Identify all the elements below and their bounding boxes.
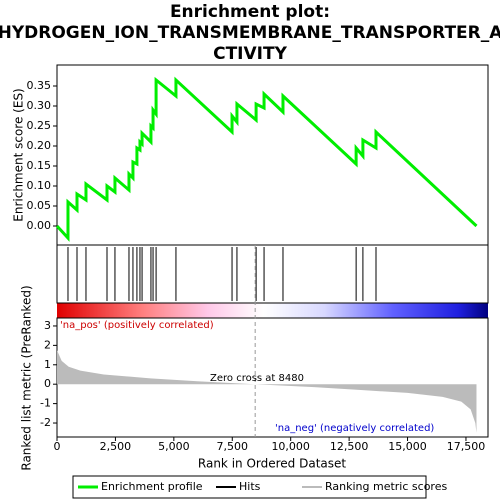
y-tick-label: 0.35: [27, 79, 52, 92]
legend-label: Enrichment profile: [101, 480, 203, 493]
x-tick-label: 2,500: [100, 440, 132, 453]
y-tick-label: 0: [44, 377, 51, 390]
y-tick-label: 0.20: [27, 139, 52, 152]
chart-title: HYDROGEN_ION_TRANSMEMBRANE_TRANSPORTER_A: [0, 23, 500, 43]
enrichment-line: [55, 76, 478, 242]
x-tick-label: 17,500: [447, 440, 486, 453]
x-tick-label: 15,000: [388, 440, 427, 453]
y-tick-label: 2: [44, 338, 51, 351]
x-tick-label: 5,000: [158, 440, 190, 453]
x-tick-label: 0: [54, 440, 61, 453]
x-axis-label: Rank in Ordered Dataset: [198, 457, 346, 471]
y-tick-label: 0.15: [27, 159, 52, 172]
color-bar: [57, 303, 488, 318]
y-axis-label: Enrichment score (ES): [12, 88, 26, 221]
x-tick-label: 10,000: [271, 440, 310, 453]
legend-label: Ranking metric scores: [325, 480, 447, 493]
y-tick-label: 0.05: [27, 199, 52, 212]
x-tick-label: 12,500: [330, 440, 369, 453]
y-tick-label: 0.00: [27, 219, 52, 232]
x-tick-label: 7,500: [217, 440, 249, 453]
es-frame: [56, 64, 489, 246]
y-axis-label: Ranked list metric (PreRanked): [20, 285, 34, 470]
chart-title: Enrichment plot:: [170, 2, 330, 22]
y-tick-label: 3: [44, 319, 51, 332]
y-tick-label: 0.10: [27, 179, 52, 192]
legend-label: Hits: [239, 480, 261, 493]
annotation: 'na_neg' (negatively correlated): [275, 423, 434, 434]
y-tick-label: 0.25: [27, 119, 52, 132]
annotation: 'na_pos' (positively correlated): [60, 320, 214, 331]
y-tick-label: 0.30: [27, 99, 52, 112]
legend: [72, 475, 427, 499]
y-tick-label: 1: [44, 358, 51, 371]
y-tick-label: -1: [40, 397, 51, 410]
metric-area: [57, 350, 477, 433]
hits-frame: [56, 244, 489, 304]
y-tick-label: -2: [40, 416, 51, 429]
chart-title: CTIVITY: [213, 44, 287, 64]
annotation: Zero cross at 8480: [210, 373, 304, 384]
